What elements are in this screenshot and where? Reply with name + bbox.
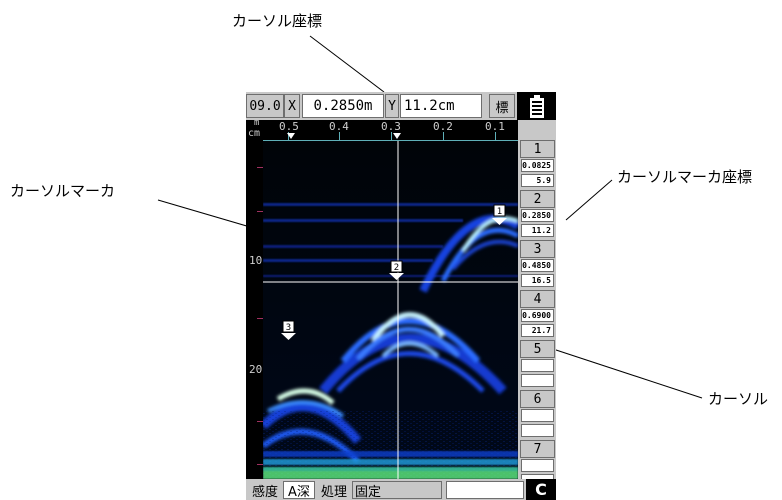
ruler-marker-triangle xyxy=(287,133,295,139)
callout-cursor-marker: カーソルマーカ xyxy=(10,182,116,200)
ruler-marker-triangles xyxy=(287,133,401,139)
radar-scan-image[interactable]: 1 2 3 xyxy=(263,141,518,479)
processing-button[interactable]: 処理 xyxy=(320,484,347,500)
y-label: Y xyxy=(385,94,399,118)
sensitivity-button[interactable]: 感度 xyxy=(251,484,278,500)
depth-label: 10 xyxy=(249,254,263,267)
marker-entry-5[interactable]: 5 xyxy=(520,340,555,396)
gpr-device-screen: 09.0 X 0.2850m Y 11.2cm 標 m cm 0.5 0.4 0… xyxy=(246,92,556,500)
fixed-status: 固定 xyxy=(352,481,442,500)
marker-number: 7 xyxy=(520,440,555,458)
svg-text:2: 2 xyxy=(394,263,399,273)
marker-entry-3[interactable]: 3 0.4850 16.5 xyxy=(520,240,555,296)
marker-x-value xyxy=(521,409,554,422)
ruler-label: 0.5 xyxy=(279,120,299,133)
ruler-label: 0.2 xyxy=(433,120,453,133)
horizontal-ruler: m cm 0.5 0.4 0.3 0.2 0.1 xyxy=(246,118,518,141)
marker-number: 4 xyxy=(520,290,555,308)
clear-button[interactable]: C xyxy=(526,479,556,500)
cursor-marker-flag[interactable]: 2 xyxy=(389,260,404,280)
marker-number: 5 xyxy=(520,340,555,358)
ruler-unit-cm: cm xyxy=(248,128,261,139)
marker-button[interactable]: 標 xyxy=(489,94,515,118)
marker-x-value: 0.4850 xyxy=(521,259,554,272)
leader-cursor-marker-coord xyxy=(565,179,613,221)
depth-axis: 10 20 xyxy=(246,141,264,479)
marker-y-value: 5.9 xyxy=(521,174,554,187)
callout-cursor: カーソル xyxy=(708,390,769,408)
marker-x-value: 0.6900 xyxy=(521,309,554,322)
marker-y-value xyxy=(521,374,554,387)
marker-y-value: 16.5 xyxy=(521,274,554,287)
ruler-label: 0.1 xyxy=(485,120,505,133)
marker-x-value xyxy=(521,459,554,472)
marker-number: 1 xyxy=(520,140,555,158)
x-label: X xyxy=(284,94,300,118)
leader-cursor-coord xyxy=(309,35,385,93)
y-value-field: 11.2cm xyxy=(400,94,482,118)
callout-cursor-coord: カーソル座標 xyxy=(232,12,323,30)
marker-y-value: 21.7 xyxy=(521,324,554,337)
blank-status-field xyxy=(446,481,524,499)
marker-number: 2 xyxy=(520,190,555,208)
marker-y-value xyxy=(521,424,554,437)
status-bar: 感度 A深 処理 固定 C xyxy=(246,479,556,500)
marker-flag-1[interactable]: 1 xyxy=(492,204,507,225)
ruler-label: 0.4 xyxy=(329,120,349,133)
marker-entry-6[interactable]: 6 xyxy=(520,390,555,446)
marker-x-value xyxy=(521,359,554,372)
marker-y-value: 11.2 xyxy=(521,224,554,237)
ruler-unit-m: m xyxy=(254,118,260,128)
marker-x-value: 0.0825 xyxy=(521,159,554,172)
svg-text:1: 1 xyxy=(497,207,502,217)
marker-number: 6 xyxy=(520,390,555,408)
a-depth-button[interactable]: A深 xyxy=(283,481,315,500)
marker-entry-4[interactable]: 4 0.6900 21.7 xyxy=(520,290,555,346)
svg-text:3: 3 xyxy=(286,323,291,333)
marker-x-value: 0.2850 xyxy=(521,209,554,222)
marker-entry-1[interactable]: 1 0.0825 5.9 xyxy=(520,140,555,196)
scale-value-box[interactable]: 09.0 xyxy=(246,94,284,118)
marker-flag-3[interactable]: 3 xyxy=(281,320,296,340)
ruler-label: 0.3 xyxy=(381,120,401,133)
callout-cursor-marker-coord: カーソルマーカ座標 xyxy=(617,168,753,186)
battery-icon xyxy=(517,92,556,120)
marker-entry-2[interactable]: 2 0.2850 11.2 xyxy=(520,190,555,246)
ruler-cursor-triangle xyxy=(393,133,401,139)
marker-number: 3 xyxy=(520,240,555,258)
x-value-field: 0.2850m xyxy=(302,94,384,118)
marker-coordinate-panel: 1 0.0825 5.9 2 0.2850 11.2 3 0.4850 16.5… xyxy=(520,120,556,487)
depth-label: 20 xyxy=(249,363,263,376)
